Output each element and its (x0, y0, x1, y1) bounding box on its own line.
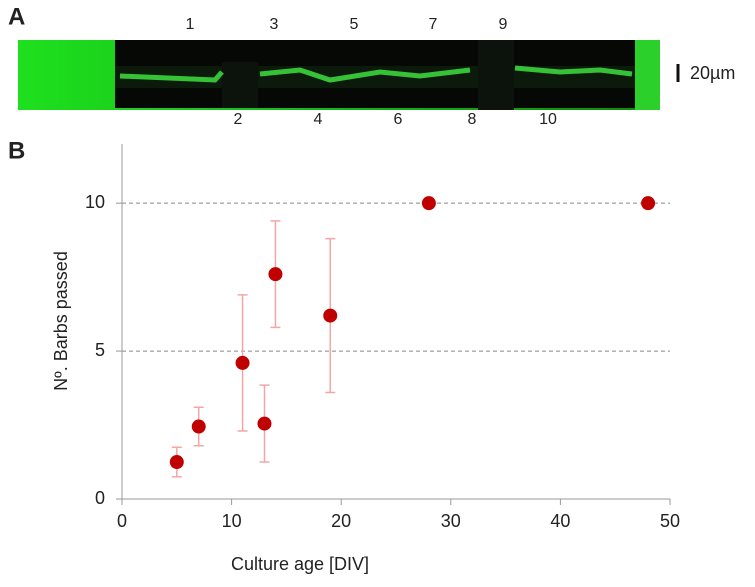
x-tick-label: 50 (660, 511, 680, 531)
barb-number: 10 (539, 111, 557, 128)
y-tick-label: 10 (85, 192, 105, 212)
point (257, 416, 272, 431)
barb-number: 5 (350, 16, 359, 33)
barb-number: 1 (186, 16, 195, 33)
x-tick-label: 30 (441, 511, 461, 531)
micrograph (18, 40, 660, 110)
point (268, 267, 283, 282)
barb-number: 2 (234, 111, 243, 128)
point (641, 196, 656, 211)
barb-number: 8 (468, 111, 477, 128)
x-tick-label: 0 (117, 511, 127, 531)
barb-number: 3 (270, 16, 279, 33)
y-tick-label: 5 (95, 340, 105, 360)
x-tick-label: 20 (331, 511, 351, 531)
panel-label: B (8, 137, 25, 164)
barb-number: 9 (499, 16, 508, 33)
barb-number: 7 (429, 16, 438, 33)
barb-number: 4 (314, 111, 323, 128)
panel-label: A (8, 3, 25, 30)
x-axis-label: Culture age [DIV] (231, 554, 369, 574)
point (235, 355, 250, 370)
x-tick-label: 10 (222, 511, 242, 531)
point (421, 196, 436, 211)
scale-bar-label: 20µm (690, 63, 735, 83)
barb-number: 6 (394, 111, 403, 128)
point (323, 308, 338, 323)
y-axis-label: Nº. Barbs passed (51, 251, 71, 391)
point (169, 455, 184, 470)
y-tick-label: 0 (95, 488, 105, 508)
point (191, 419, 206, 434)
x-tick-label: 40 (550, 511, 570, 531)
